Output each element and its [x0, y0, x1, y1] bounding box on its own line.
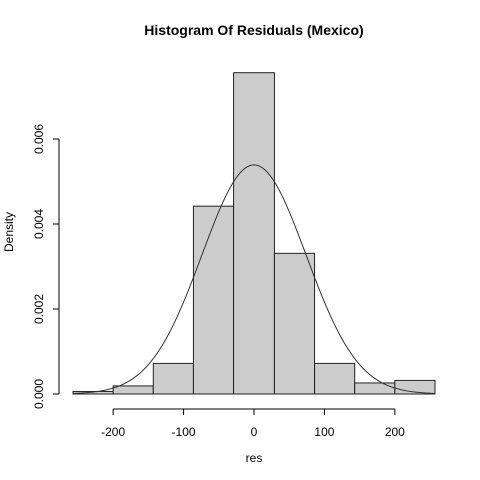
histogram-bar: [354, 382, 396, 395]
x-tick-label: 100: [314, 425, 334, 439]
histogram-bar: [314, 362, 356, 395]
y-tick-label: 0.004: [32, 209, 46, 239]
x-tick-label: -200: [101, 425, 125, 439]
x-tick-label: -100: [172, 425, 196, 439]
chart-title: Histogram Of Residuals (Mexico): [144, 22, 363, 38]
y-axis: 0.000 0.002 0.004 0.006: [32, 124, 60, 409]
normal-density-curve: [72, 164, 436, 394]
x-tick-label: 0: [251, 425, 258, 439]
y-tick-label: 0.006: [32, 124, 46, 154]
x-axis-label: res: [246, 451, 263, 465]
histogram-bar: [273, 252, 316, 395]
histogram-bars: [72, 72, 436, 395]
x-axis: -200 -100 0 100 200: [101, 408, 405, 439]
y-tick-label: 0.002: [32, 294, 46, 324]
histogram-bar: [233, 72, 275, 395]
histogram-bar: [152, 362, 194, 395]
histogram-bar: [112, 385, 154, 395]
y-axis-label: Density: [2, 212, 16, 252]
x-tick-label: 200: [385, 425, 405, 439]
histogram-bar: [192, 205, 235, 395]
y-tick-label: 0.000: [32, 379, 46, 409]
